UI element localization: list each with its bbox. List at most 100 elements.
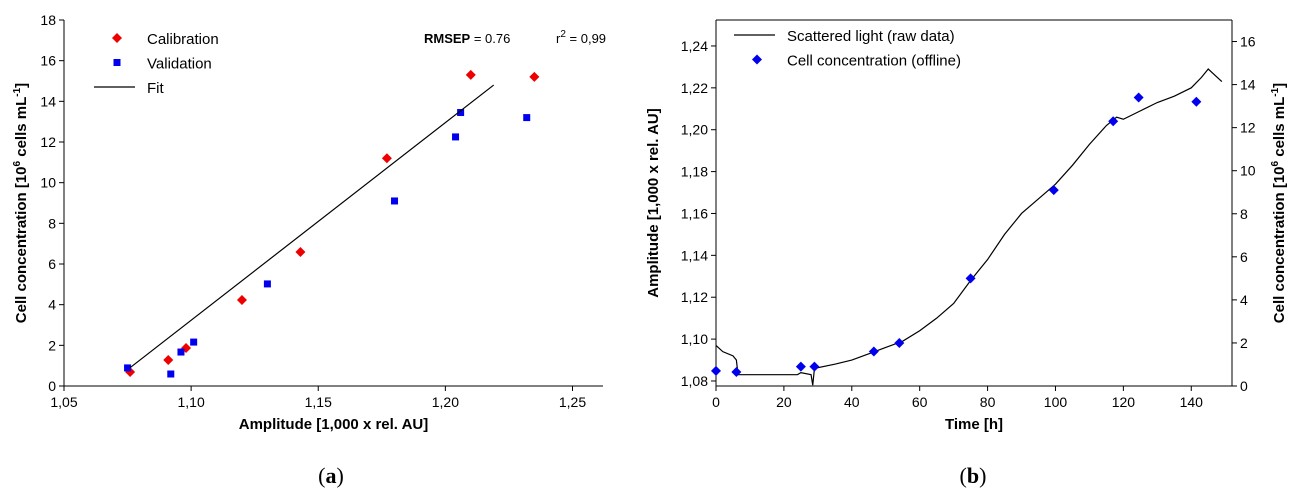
marker — [452, 133, 460, 141]
marker — [731, 367, 742, 378]
y-label-part: -1 — [12, 87, 23, 96]
y2-label-part: ] — [1271, 83, 1288, 88]
y2-tick-label: 6 — [1240, 249, 1248, 265]
x-tick-label: 1,15 — [305, 394, 332, 410]
y2-tick-label: 16 — [1240, 34, 1256, 50]
y-tick-label: 1,14 — [681, 247, 708, 263]
y2-label-part: 6 — [1270, 160, 1281, 166]
y2-tick-label: 10 — [1240, 163, 1256, 179]
y-tick-label: 1,16 — [681, 205, 708, 221]
marker — [124, 364, 132, 372]
x-tick-label: 1,20 — [432, 394, 459, 410]
marker — [1191, 96, 1202, 107]
marker — [381, 153, 392, 164]
panel-label-part: ) — [337, 463, 344, 488]
marker — [529, 71, 540, 82]
y-tick-label: 1,12 — [681, 289, 708, 305]
x-tick-label: 140 — [1180, 394, 1204, 410]
marker — [894, 337, 905, 348]
marker — [1048, 185, 1059, 196]
marker — [1133, 92, 1144, 103]
y-tick-label: 4 — [48, 297, 56, 313]
y2-tick-label: 8 — [1240, 206, 1248, 222]
marker — [1108, 116, 1119, 127]
y2-label-part: cells mL — [1271, 97, 1288, 161]
annotation-part: RMSEP — [424, 31, 471, 46]
y-tick-label: 1,18 — [681, 164, 708, 180]
legend-label: Validation — [147, 56, 212, 73]
x-tick-label: 80 — [980, 394, 996, 410]
x-tick-label: 0 — [712, 394, 720, 410]
annotation-part: r — [556, 31, 561, 46]
y-axis-label: Cell concentration [106 cells mL-1] — [12, 83, 30, 323]
y-tick-label: 8 — [48, 215, 56, 231]
line — [129, 84, 495, 369]
marker — [295, 247, 306, 258]
marker — [965, 273, 976, 284]
panel-label-part: ( — [318, 463, 325, 488]
legend-marker — [112, 33, 122, 43]
y-tick-label: 10 — [40, 175, 56, 191]
y-tick-label: 14 — [40, 93, 56, 109]
marker — [795, 361, 806, 372]
y-tick-label: 16 — [40, 53, 56, 69]
x-axis-label: Time [h] — [945, 416, 1003, 433]
x-tick-label: 40 — [844, 394, 860, 410]
marker — [868, 346, 879, 357]
x-tick-label: 120 — [1112, 394, 1136, 410]
y-tick-label: 6 — [48, 256, 56, 272]
legend-marker — [113, 59, 121, 66]
annotation: RMSEP = 0.76 — [424, 31, 510, 46]
annotation-part: = 0.76 — [470, 31, 510, 46]
panel-label-part: ( — [960, 463, 967, 488]
legend-label: Cell concentration (offline) — [787, 53, 961, 70]
y-tick-label: 1,08 — [681, 373, 708, 389]
y-tick-label: 1,10 — [681, 331, 708, 347]
y-tick-label: 2 — [48, 337, 56, 353]
marker — [163, 354, 174, 365]
x-tick-label: 1,05 — [50, 394, 77, 410]
panel-label-part: a — [326, 463, 337, 488]
legend-label: Calibration — [147, 31, 219, 48]
y2-label-part: Cell concentration [10 — [1271, 166, 1288, 323]
legend-label: Fit — [147, 80, 164, 97]
marker — [236, 294, 247, 305]
marker — [457, 109, 465, 117]
y2-tick-label: 12 — [1240, 120, 1256, 136]
panel-label: (a) — [318, 463, 344, 488]
annotation-part: = 0,99 — [566, 31, 606, 46]
y-label-part: 6 — [12, 160, 23, 166]
marker — [391, 197, 399, 205]
x-axis-label: Amplitude [1,000 x rel. AU] — [239, 416, 429, 433]
y-label-part: cells mL — [13, 97, 30, 161]
y-tick-label: 1,24 — [681, 38, 708, 54]
y-tick-label: 18 — [40, 12, 56, 28]
y2-label-part: -1 — [1270, 87, 1281, 96]
x-tick-label: 1,10 — [177, 394, 204, 410]
x-tick-label: 60 — [912, 394, 928, 410]
x-tick-label: 20 — [776, 394, 792, 410]
marker — [523, 114, 531, 122]
x-tick-label: 100 — [1044, 394, 1068, 410]
y2-tick-label: 14 — [1240, 77, 1256, 93]
marker — [465, 69, 476, 80]
y2-tick-label: 0 — [1240, 378, 1248, 394]
marker — [177, 348, 185, 356]
x-tick-label: 1,25 — [559, 394, 586, 410]
panel-label-part: b — [967, 463, 979, 488]
y-tick-label: 0 — [48, 378, 56, 394]
legend-label: Scattered light (raw data) — [787, 28, 955, 45]
legend-marker — [752, 54, 762, 65]
y-label-part: Cell concentration [10 — [13, 166, 30, 323]
y2-axis-label: Cell concentration [106 cells mL-1] — [1270, 83, 1288, 323]
annotation: r2 = 0,99 — [556, 29, 606, 46]
marker — [809, 361, 820, 372]
annotation-part: 2 — [560, 29, 566, 40]
panel-label-part: ) — [979, 463, 986, 488]
marker — [190, 338, 198, 346]
panel-label: (b) — [960, 463, 987, 488]
marker — [167, 370, 175, 378]
marker — [263, 280, 271, 288]
y2-tick-label: 4 — [1240, 292, 1248, 308]
